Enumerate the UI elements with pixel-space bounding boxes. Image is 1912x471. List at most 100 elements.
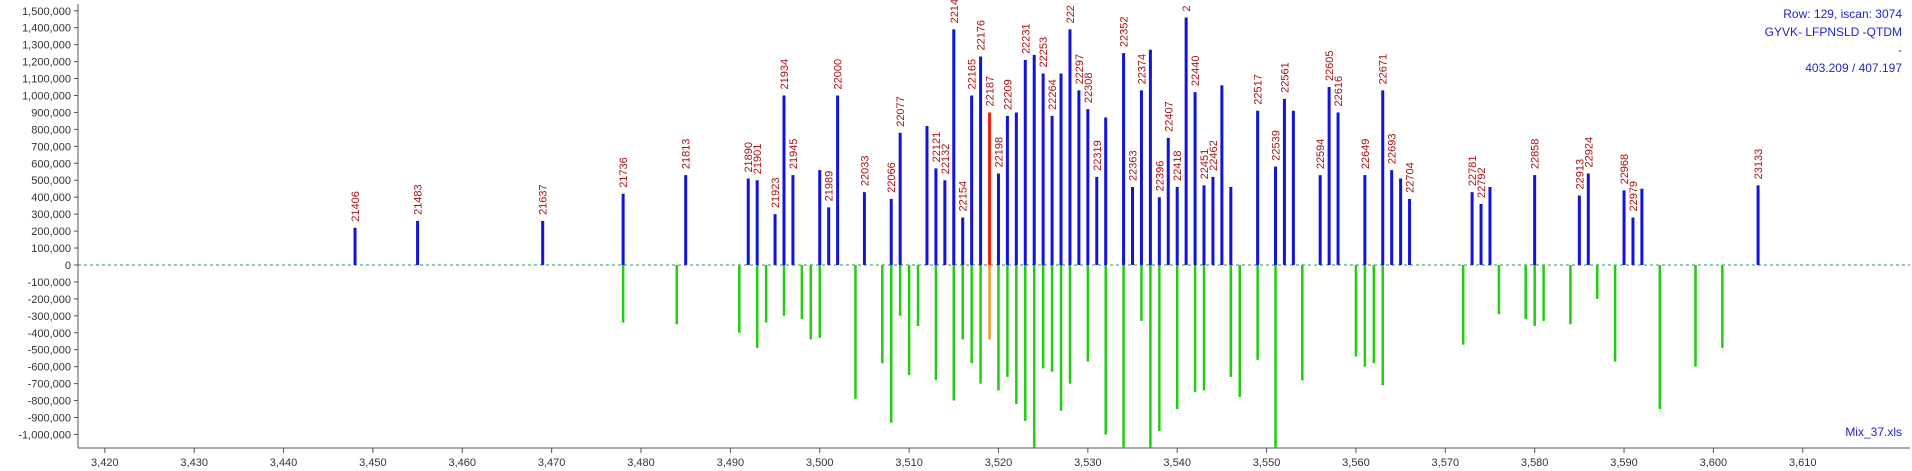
peak-label: 22187 [985, 76, 997, 107]
y-tick-label: 1,400,000 [22, 23, 71, 35]
peak-label: 22671 [1378, 54, 1390, 85]
peak-label: 21923 [770, 178, 782, 209]
peak-label: 21637 [538, 184, 550, 215]
y-tick-label: -200,000 [28, 294, 71, 306]
peak-label: 23133 [1753, 149, 1765, 180]
x-tick-label: 3,420 [91, 457, 119, 469]
peak-label: 22913 [1574, 159, 1586, 190]
y-tick-label: 400,000 [31, 192, 71, 204]
y-tick-label: 1,000,000 [22, 91, 71, 103]
peak-label: 22418 [1172, 150, 1184, 181]
peak-label: 22693 [1387, 133, 1399, 164]
peak-label: 22396 [1154, 161, 1166, 192]
x-tick-label: 3,430 [180, 457, 208, 469]
x-tick-label: 3,600 [1700, 457, 1728, 469]
peak-label: 22407 [1163, 101, 1175, 132]
y-tick-label: 700,000 [31, 141, 71, 153]
file-name: Mix_37.xls [1845, 425, 1902, 439]
y-tick-label: -800,000 [28, 396, 71, 408]
peak-label: 22451 [1199, 149, 1211, 180]
y-tick-label: 600,000 [31, 158, 71, 170]
y-tick-label: -500,000 [28, 345, 71, 357]
y-tick-label: -400,000 [28, 328, 71, 340]
x-tick-label: 3,450 [359, 457, 387, 469]
peak-label: 22517 [1253, 74, 1265, 105]
x-tick-label: 3,470 [538, 457, 566, 469]
x-tick-label: 3,480 [627, 457, 655, 469]
y-tick-label: 900,000 [31, 107, 71, 119]
peak-label: 22121 [931, 132, 943, 163]
peak-label: 22297 [1074, 54, 1086, 85]
peak-label: 22462 [1208, 140, 1220, 171]
y-tick-label: 1,500,000 [22, 6, 71, 18]
y-tick-label: 800,000 [31, 124, 71, 136]
peak-label: 22319 [1092, 140, 1104, 171]
mz-readout: 403.209 / 407.197 [1805, 61, 1902, 75]
peak-label: 22231 [1020, 23, 1032, 54]
peak-label: 22066 [886, 162, 898, 193]
peak-label: 21989 [824, 171, 836, 202]
peak-label: 21813 [681, 139, 693, 170]
y-tick-label: 500,000 [31, 175, 71, 187]
y-tick-label: -600,000 [28, 362, 71, 374]
peak-label: 22264 [1047, 79, 1059, 110]
peak-label: 22165 [967, 59, 979, 90]
row-scan-readout: Row: 129, iscan: 3074 [1783, 7, 1902, 21]
x-tick-label: 3,610 [1789, 457, 1817, 469]
peak-label: 21483 [413, 184, 425, 215]
x-tick-label: 3,540 [1163, 457, 1191, 469]
peak-label: 22000 [833, 59, 845, 90]
peak-label: 21890 [743, 142, 755, 173]
y-tick-label: -700,000 [28, 379, 71, 391]
peak-label: 22792 [1476, 167, 1488, 198]
x-tick-label: 3,560 [1342, 457, 1370, 469]
peak-label: 22924 [1583, 137, 1595, 168]
peak-label: 22253 [1038, 37, 1050, 68]
peak-label: 22363 [1128, 150, 1140, 181]
peak-label: 22176 [976, 20, 988, 51]
y-tick-label: -900,000 [28, 412, 71, 424]
peak-label: 22616 [1333, 76, 1345, 107]
peak-label: 22781 [1467, 156, 1479, 187]
y-tick-label: 0 [65, 260, 71, 272]
x-tick-label: 3,520 [985, 457, 1013, 469]
x-tick-label: 3,460 [449, 457, 477, 469]
peak-label: 2214 [949, 0, 961, 23]
peak-label: 22649 [1360, 139, 1372, 170]
peak-label: 22198 [993, 137, 1005, 168]
peak-label: 22440 [1190, 56, 1202, 87]
peak-label: 22594 [1315, 139, 1327, 170]
peak-label: 22077 [895, 96, 907, 127]
peak-label: 22561 [1279, 62, 1291, 93]
separator-dash: - [1898, 43, 1902, 57]
peak-label: 22858 [1530, 139, 1542, 170]
sequence-label: GYVK- LFPNSLD -QTDM [1764, 25, 1902, 39]
peak-label: 22374 [1136, 54, 1148, 85]
peak-label: 21736 [618, 157, 630, 188]
x-tick-label: 3,550 [1253, 457, 1281, 469]
peak-label: 21901 [752, 144, 764, 175]
peak-label: 22605 [1324, 50, 1336, 81]
x-tick-label: 3,590 [1610, 457, 1638, 469]
x-tick-label: 3,570 [1432, 457, 1460, 469]
peak-label: 21934 [779, 59, 791, 90]
y-tick-label: -100,000 [28, 277, 71, 289]
x-tick-label: 3,500 [806, 457, 834, 469]
x-tick-label: 3,440 [270, 457, 298, 469]
peak-label: 22132 [940, 144, 952, 175]
y-tick-label: 1,100,000 [22, 74, 71, 86]
x-tick-label: 3,580 [1521, 457, 1549, 469]
peak-label: 22704 [1405, 162, 1417, 193]
y-tick-label: 1,300,000 [22, 40, 71, 52]
peak-label: 222 [1065, 5, 1077, 23]
y-tick-label: 300,000 [31, 209, 71, 221]
peak-label: 21945 [788, 139, 800, 170]
peak-label: 22033 [859, 156, 871, 187]
y-tick-label: 200,000 [31, 226, 71, 238]
y-tick-label: -300,000 [28, 311, 71, 323]
peak-label: 22539 [1271, 130, 1283, 161]
x-tick-label: 3,530 [1074, 457, 1102, 469]
y-tick-label: -1,000,000 [18, 429, 71, 441]
